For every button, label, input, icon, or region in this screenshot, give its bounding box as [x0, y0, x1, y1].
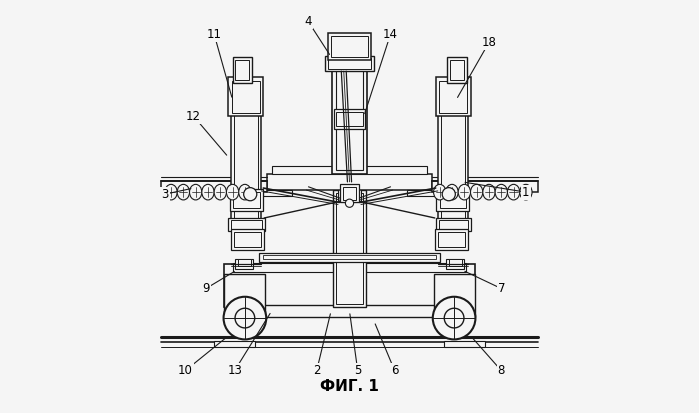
Bar	[340, 184, 359, 202]
Bar	[229, 218, 265, 231]
Circle shape	[244, 188, 257, 201]
Bar	[234, 103, 258, 228]
Text: 10: 10	[178, 364, 193, 377]
Bar	[328, 33, 371, 59]
Bar	[328, 58, 371, 69]
Bar	[336, 112, 363, 126]
Text: 18: 18	[482, 36, 496, 49]
Bar	[343, 187, 356, 200]
Bar	[433, 274, 475, 317]
Bar	[233, 263, 466, 272]
Bar	[224, 264, 475, 307]
Ellipse shape	[226, 184, 239, 200]
Bar	[438, 233, 465, 247]
Text: 14: 14	[383, 28, 398, 41]
Ellipse shape	[520, 184, 532, 200]
Text: ФИГ. 1: ФИГ. 1	[320, 380, 379, 394]
Bar	[259, 253, 440, 262]
Bar	[435, 229, 468, 249]
Bar	[441, 103, 465, 228]
Ellipse shape	[165, 184, 178, 200]
Ellipse shape	[483, 184, 495, 200]
Bar	[235, 305, 464, 317]
Bar	[435, 218, 470, 231]
Ellipse shape	[178, 184, 189, 200]
Circle shape	[433, 297, 475, 339]
Bar	[331, 36, 368, 57]
Text: 5: 5	[354, 364, 361, 377]
Bar	[438, 221, 468, 229]
Bar	[230, 189, 264, 211]
Bar	[271, 166, 428, 174]
Bar	[238, 259, 251, 266]
Bar	[436, 189, 469, 211]
Bar	[332, 65, 367, 174]
Bar	[444, 341, 485, 347]
Bar	[231, 221, 261, 229]
Ellipse shape	[446, 184, 459, 200]
Circle shape	[345, 199, 354, 207]
Text: 9: 9	[202, 282, 210, 295]
Bar	[447, 57, 467, 83]
Text: 3: 3	[161, 188, 168, 201]
Ellipse shape	[214, 184, 226, 200]
Bar	[446, 259, 464, 269]
Bar	[450, 60, 463, 80]
Bar	[440, 192, 466, 208]
Ellipse shape	[239, 184, 251, 200]
Text: 2: 2	[313, 364, 320, 377]
Ellipse shape	[470, 184, 483, 200]
Bar	[234, 233, 261, 247]
Bar	[161, 180, 268, 192]
Bar	[336, 68, 363, 171]
Text: 6: 6	[391, 364, 398, 377]
Text: 12: 12	[186, 110, 201, 123]
Bar	[224, 274, 266, 317]
Bar	[334, 109, 365, 128]
Bar	[439, 81, 467, 113]
Bar	[231, 100, 261, 231]
Bar	[236, 60, 249, 80]
Text: 4: 4	[305, 15, 312, 28]
Circle shape	[445, 308, 464, 328]
Bar	[435, 77, 470, 116]
Bar	[232, 81, 259, 113]
Bar	[264, 190, 292, 196]
Bar	[214, 341, 255, 347]
Bar	[438, 100, 468, 231]
Circle shape	[235, 308, 254, 328]
Text: 8: 8	[498, 364, 505, 377]
Bar	[233, 192, 261, 208]
Ellipse shape	[202, 184, 214, 200]
Ellipse shape	[189, 184, 202, 200]
Ellipse shape	[459, 184, 470, 200]
Text: 7: 7	[498, 282, 505, 295]
Bar	[268, 174, 431, 190]
Ellipse shape	[433, 184, 446, 200]
Text: 1: 1	[522, 185, 530, 199]
Circle shape	[224, 297, 266, 339]
Bar	[231, 229, 264, 249]
Text: 11: 11	[207, 28, 222, 41]
Circle shape	[442, 188, 455, 201]
Bar	[235, 259, 253, 269]
Bar	[449, 259, 462, 266]
Bar	[407, 190, 435, 196]
Bar	[229, 77, 264, 116]
Bar	[338, 184, 361, 202]
Text: 13: 13	[227, 364, 242, 377]
Ellipse shape	[507, 184, 520, 200]
Bar	[336, 193, 363, 304]
Bar	[264, 255, 435, 259]
Bar	[333, 190, 366, 307]
Bar	[431, 180, 538, 192]
Bar	[325, 55, 374, 71]
Bar	[233, 57, 252, 83]
Ellipse shape	[495, 184, 507, 200]
